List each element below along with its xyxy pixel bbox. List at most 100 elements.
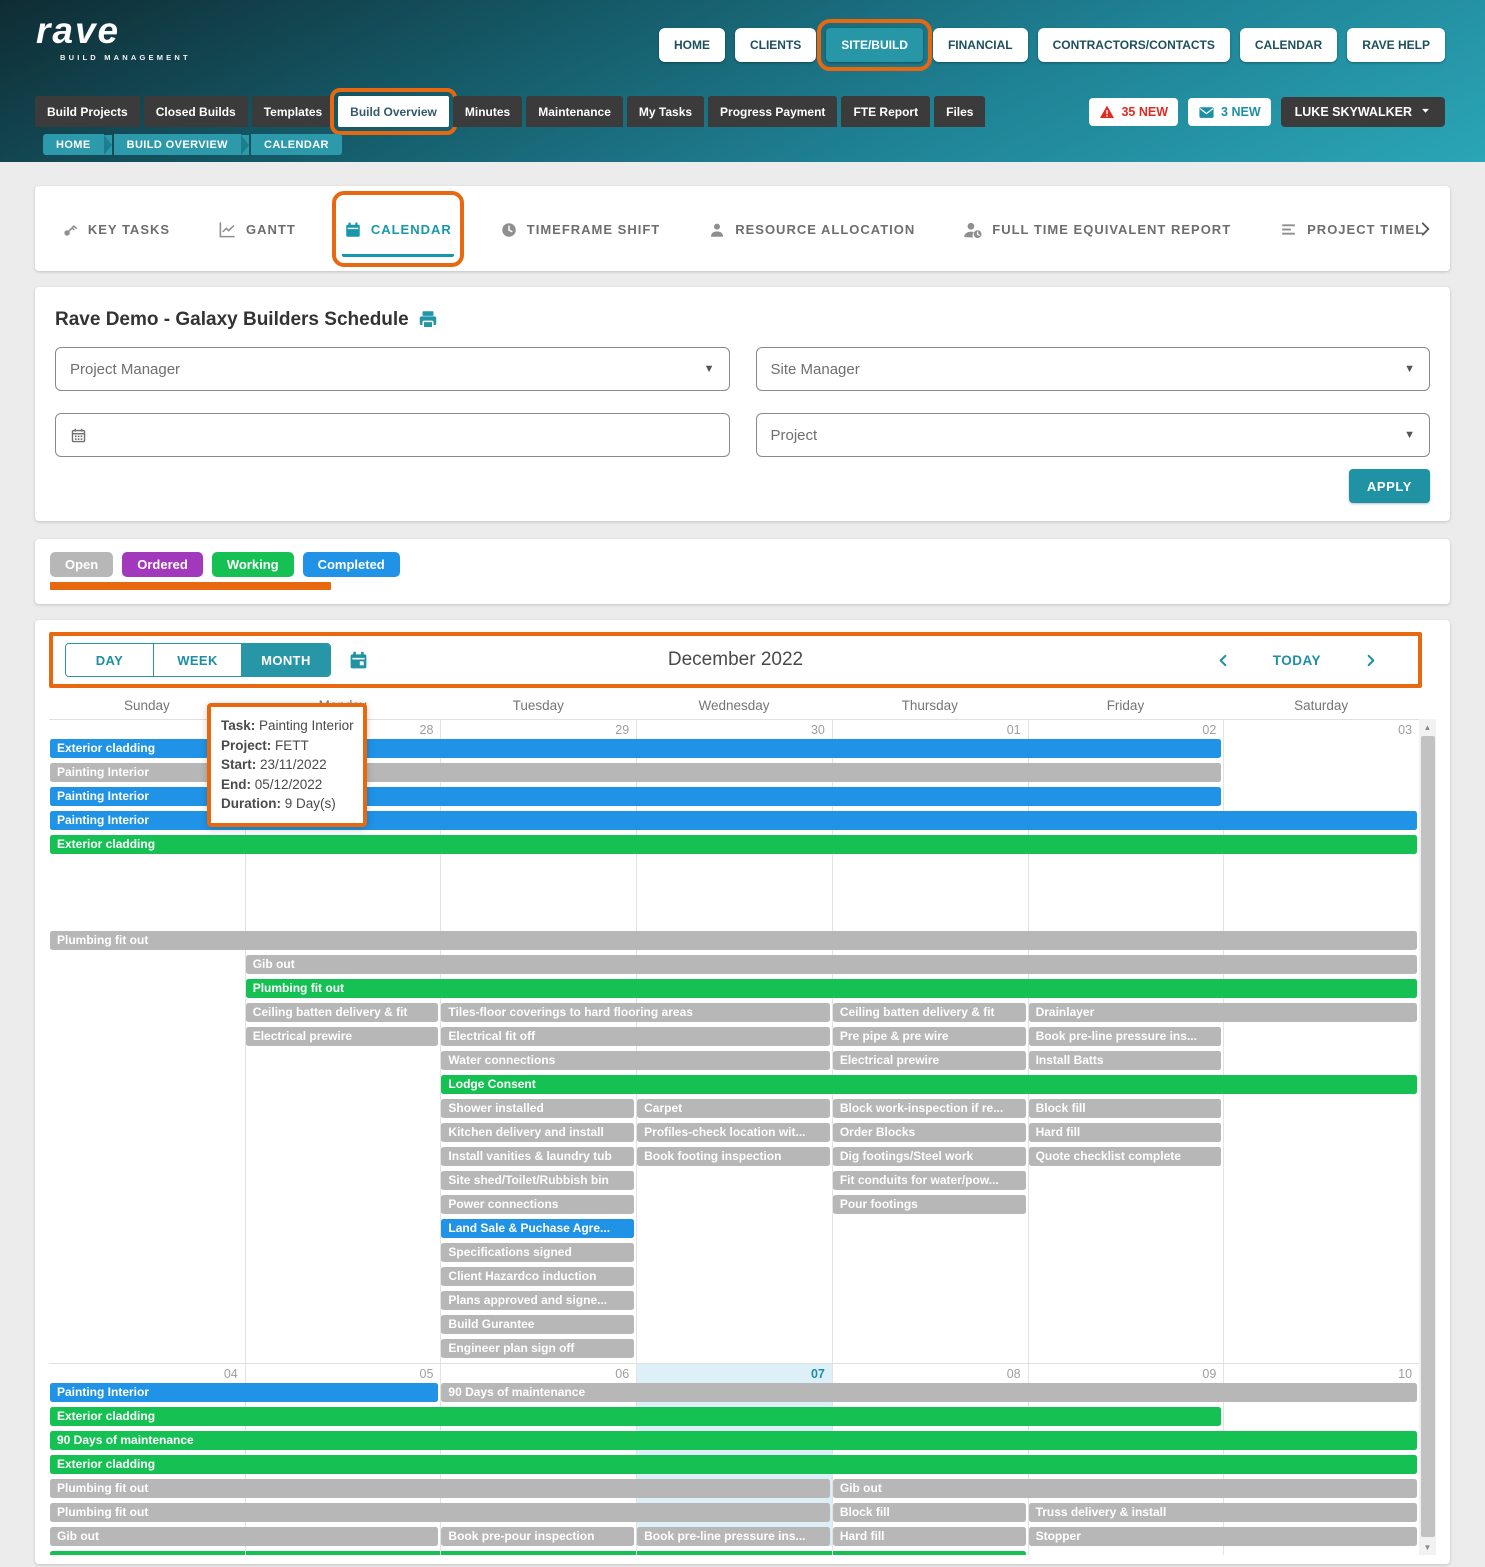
task-bar[interactable]: Plumbing fit out [50,931,1417,950]
task-bar[interactable]: Truss delivery & install [1028,1503,1417,1522]
task-bar[interactable]: Stopper [1028,1527,1417,1546]
module-tab-maintenance[interactable]: Maintenance [526,96,623,127]
task-bar[interactable]: Dig footings/Steel work [832,1147,1026,1166]
tab-key-tasks[interactable]: KEY TASKS [59,201,172,257]
task-bar[interactable]: Painting Interior [50,811,1417,830]
task-bar[interactable]: Fit conduits for water/pow... [832,1171,1026,1190]
module-tab-templates[interactable]: Templates [251,96,335,127]
task-bar[interactable]: Book pre-line pressure ins... [637,1527,830,1546]
main-nav-calendar[interactable]: CALENDAR [1239,28,1338,62]
legend-chip-completed[interactable]: Completed [302,552,400,577]
task-bar[interactable]: Carpet [637,1099,830,1118]
breadcrumb-item-build-overview[interactable]: BUILD OVERVIEW [113,134,241,155]
task-bar[interactable]: 90 Days of maintenance [441,1383,1417,1402]
task-bar[interactable]: Tiles-floor coverings to hard flooring a… [441,1003,830,1022]
view-button-week[interactable]: WEEK [154,644,242,676]
alerts-badge[interactable]: 35 NEW [1089,98,1179,126]
task-bar[interactable]: Build Gurantee [441,1315,635,1334]
task-bar[interactable]: Ceiling batten delivery & fit [245,1003,439,1022]
task-bar[interactable]: Book pre-pour inspection [441,1527,635,1546]
legend-chip-ordered[interactable]: Ordered [122,552,203,577]
task-bar[interactable]: Profiles-check location wit... [637,1123,830,1142]
task-bar[interactable]: Install Batts [1028,1051,1222,1070]
main-nav-site-build[interactable]: SITE/BUILD [817,19,932,71]
project-select[interactable]: Project ▼ [755,413,1430,457]
task-bar[interactable]: Plans approved and signe... [441,1291,635,1310]
task-bar[interactable]: Specifications signed [441,1243,635,1262]
module-tab-my-tasks[interactable]: My Tasks [626,96,705,127]
breadcrumb-item-calendar[interactable]: CALENDAR [250,134,342,155]
task-bar[interactable]: Plumbing fit out [50,1479,830,1498]
print-icon[interactable] [417,309,439,331]
task-bar[interactable]: Pour footings [832,1195,1026,1214]
task-bar[interactable]: Power connections [441,1195,635,1214]
task-bar[interactable]: Block work-inspection if re... [832,1099,1026,1118]
scroll-down-icon[interactable]: ▼ [1423,1542,1432,1552]
module-tab-closed-builds[interactable]: Closed Builds [143,96,248,127]
task-bar[interactable]: Land Sale & Puchase Agre... [441,1219,635,1238]
task-bar[interactable]: Electrical prewire [245,1027,439,1046]
tab-timeframe-shift[interactable]: TIMEFRAME SHIFT [498,201,662,257]
datepicker-icon[interactable] [348,650,369,671]
tab-gantt[interactable]: GANTT [216,200,298,257]
task-bar[interactable]: Exterior cladding [50,835,1417,854]
task-bar[interactable]: Electrical prewire [832,1051,1026,1070]
task-bar[interactable]: Gib out [832,1479,1417,1498]
scrollbar-thumb[interactable] [1420,736,1435,1537]
task-bar[interactable]: Gib out [245,955,1417,974]
module-tab-progress-payment[interactable]: Progress Payment [708,96,838,127]
date-input[interactable] [55,413,730,457]
main-nav-home[interactable]: HOME [658,28,725,62]
task-bar[interactable]: Plumbing fit out [245,979,1417,998]
task-bar[interactable]: Block fill [1028,1099,1222,1118]
task-bar[interactable]: Ceiling batten delivery & fit [832,1003,1026,1022]
task-bar[interactable]: Hard fill [832,1527,1026,1546]
tab-full-time-equivalent-report[interactable]: FULL TIME EQUIVALENT REPORT [961,200,1233,258]
task-bar[interactable]: Kitchen delivery and install [441,1123,635,1142]
module-tab-files[interactable]: Files [934,96,986,127]
legend-chip-open[interactable]: Open [50,552,114,577]
task-bar[interactable]: Install vanities & laundry tub [441,1147,635,1166]
main-nav-rave-help[interactable]: RAVE HELP [1347,28,1445,62]
task-bar[interactable]: Book pre-line pressure ins... [1028,1027,1222,1046]
tab-calendar[interactable]: CALENDAR [331,190,464,267]
user-menu-button[interactable]: LUKE SKYWALKER [1280,97,1445,127]
tab-project-timel[interactable]: PROJECT TIMEL [1277,200,1426,257]
task-bar[interactable]: Gib out [50,1527,439,1546]
task-bar[interactable]: Order Blocks [832,1123,1026,1142]
task-bar[interactable]: Plumbing fit out [50,1503,830,1522]
task-bar[interactable]: Hard fill [1028,1123,1222,1142]
view-button-day[interactable]: DAY [66,644,154,676]
main-nav-clients[interactable]: CLIENTS [734,28,817,62]
task-bar[interactable]: Exterior cladding [50,1455,1417,1474]
tab-resource-allocation[interactable]: RESOURCE ALLOCATION [706,201,917,257]
task-bar[interactable]: 90 Days of maintenance [50,1431,1417,1450]
main-nav-financial[interactable]: FINANCIAL [932,28,1028,62]
task-bar[interactable]: Shower installed [441,1099,635,1118]
scroll-up-icon[interactable]: ▲ [1423,722,1432,732]
task-bar[interactable]: Water connections [441,1051,830,1070]
task-bar[interactable]: Engineer plan sign off [441,1339,635,1358]
project-manager-select[interactable]: Project Manager ▼ [55,347,730,391]
apply-button[interactable]: APPLY [1348,469,1430,503]
prev-month-icon[interactable] [1216,653,1231,668]
view-button-month[interactable]: MONTH [242,644,330,676]
tabs-scroll-right-icon[interactable] [1416,220,1434,238]
today-button[interactable]: TODAY [1272,652,1321,668]
task-bar[interactable]: Electrical fit off [441,1027,830,1046]
task-bar[interactable]: Lodge Consent [441,1075,1417,1094]
module-tab-fte-report[interactable]: FTE Report [841,96,931,127]
module-tab-build-projects[interactable]: Build Projects [35,96,140,127]
task-bar[interactable]: Pre pipe & pre wire [832,1027,1026,1046]
module-tab-minutes[interactable]: Minutes [452,96,523,127]
task-bar[interactable]: Client Hazardco induction [441,1267,635,1286]
next-month-icon[interactable] [1363,653,1378,668]
task-bar[interactable]: Site shed/Toilet/Rubbish bin [441,1171,635,1190]
task-bar[interactable]: Exterior cladding [50,1407,1222,1426]
task-bar[interactable]: Painting Interior [50,1383,439,1402]
site-manager-select[interactable]: Site Manager ▼ [755,347,1430,391]
task-bar[interactable]: Block fill [832,1503,1026,1522]
task-bar[interactable]: Quote checklist complete [1028,1147,1222,1166]
vertical-scrollbar[interactable]: ▲ ▼ [1419,719,1436,1555]
task-bar[interactable]: Drainlayer [1028,1003,1417,1022]
